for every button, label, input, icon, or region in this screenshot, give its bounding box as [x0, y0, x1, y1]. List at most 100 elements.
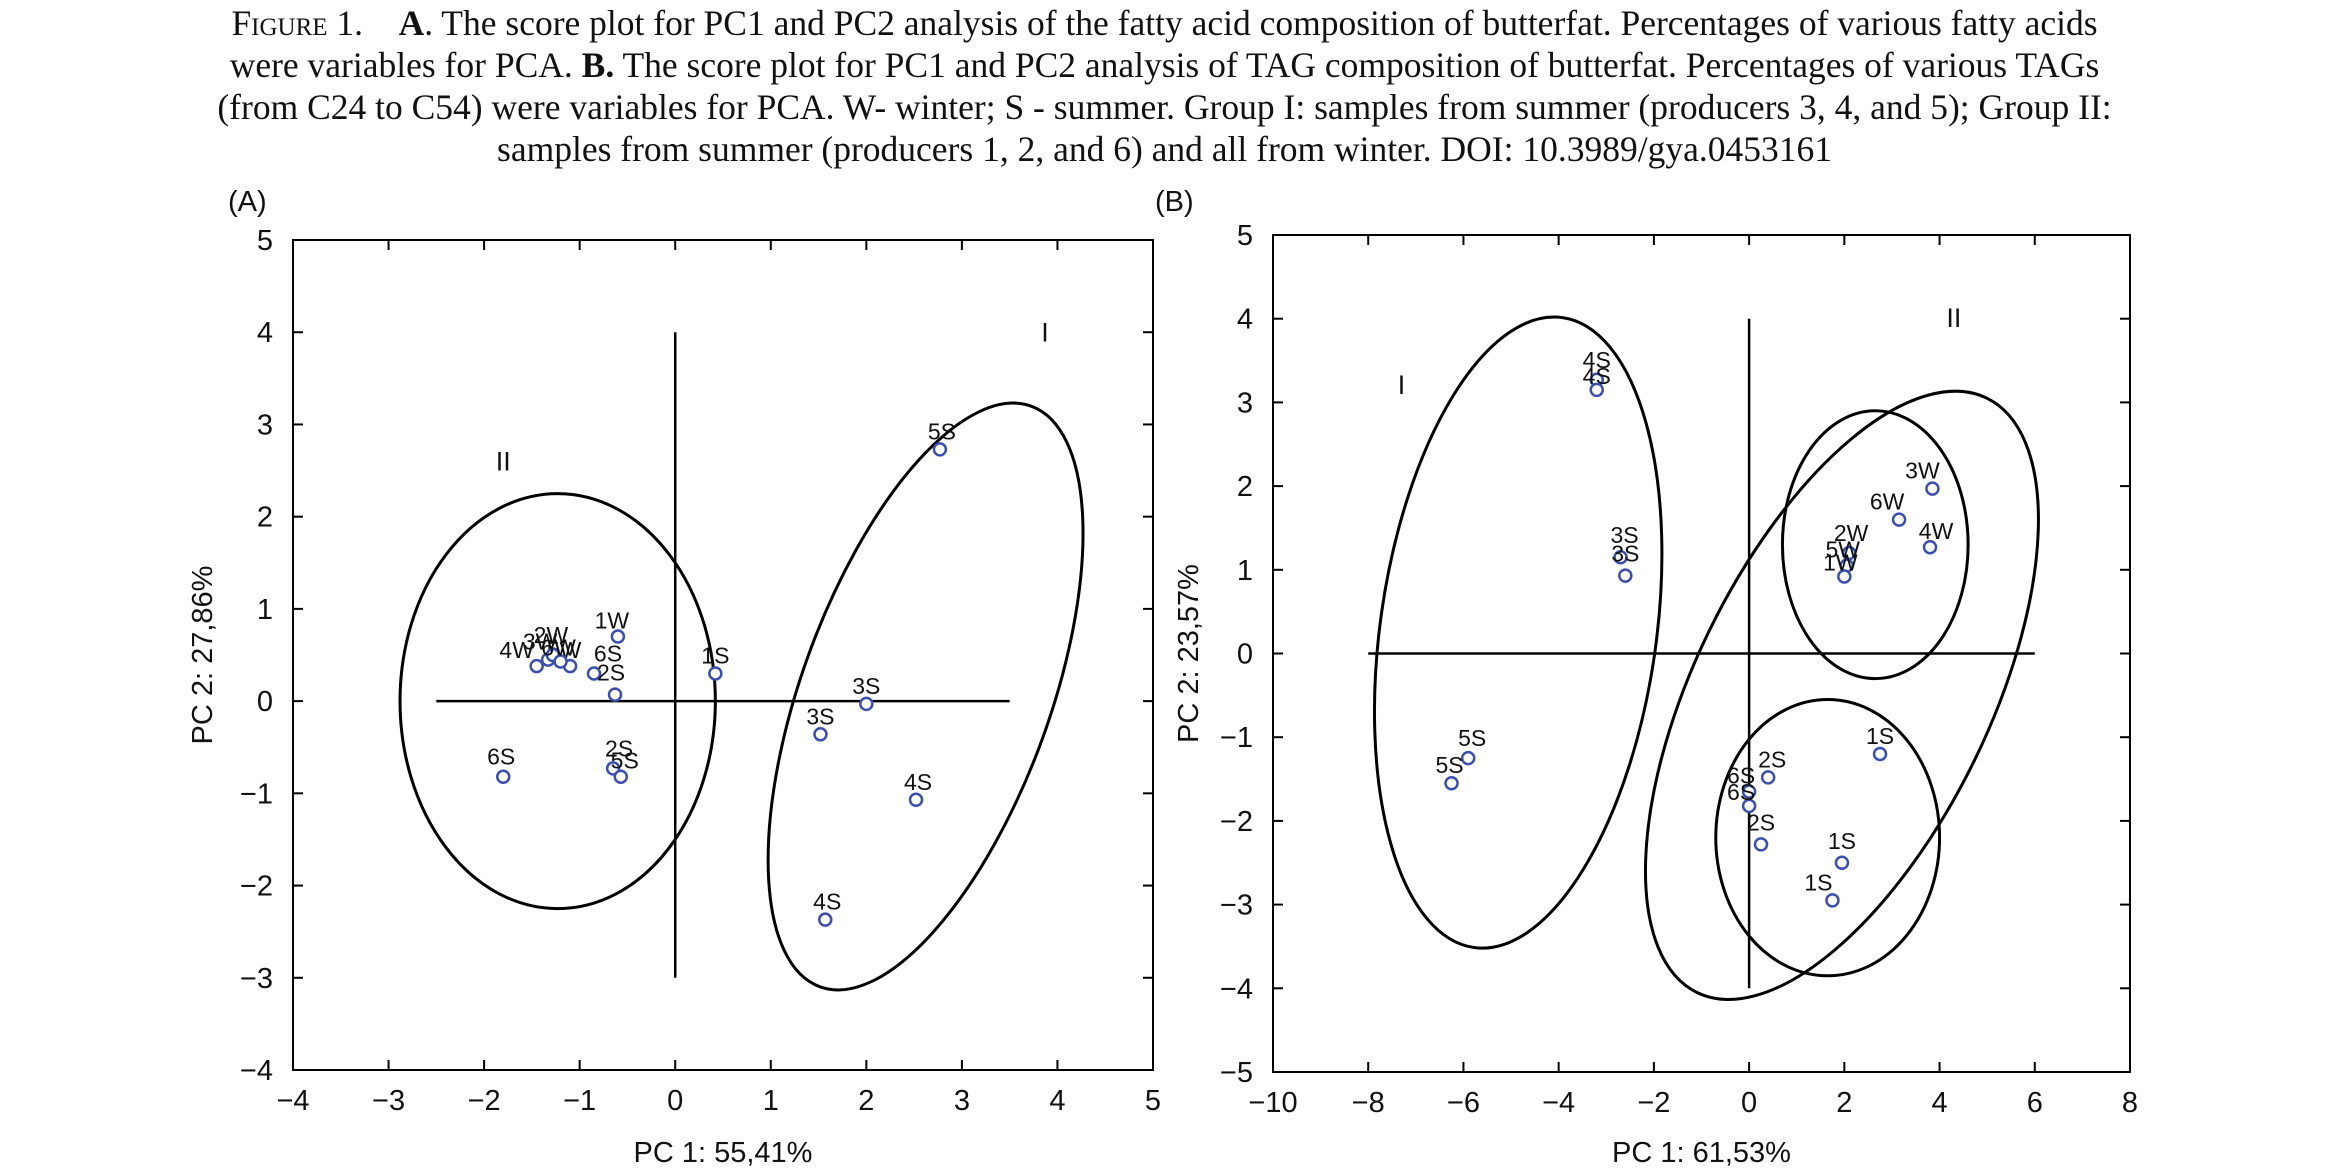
y-tick-label: −3 — [1220, 890, 1253, 922]
x-tick-label: −3 — [372, 1085, 405, 1117]
y-tick-label: 2 — [257, 502, 273, 534]
data-point — [1753, 837, 1769, 852]
y-tick-label: 0 — [1237, 639, 1253, 671]
x-tick-label: −10 — [1248, 1087, 1297, 1119]
group-ellipse — [1643, 389, 2040, 1001]
data-point-label: 2S — [597, 660, 625, 686]
data-point-label: 6S — [1727, 779, 1755, 805]
figure-caption: Figure 1. A. The score plot for PC1 and … — [0, 2, 2329, 170]
y-tick-label: −2 — [240, 871, 273, 903]
x-axis-title: PC 1: 61,53% — [1612, 1137, 1791, 1169]
chart-panel-b: −10 −8 −6 −4 −2 0 2 4 6 8−5−4−3−2−1012345III4S4S3… — [1155, 186, 2138, 1169]
data-point-label: 5S — [1435, 752, 1463, 778]
caption-line-2-rest: The score plot for PC1 and PC2 analysis … — [622, 45, 2100, 85]
x-axis-title: PC 1: 55,41% — [634, 1137, 813, 1169]
caption-panel-b-marker: B. — [581, 45, 615, 85]
data-point-label: 5S — [611, 748, 639, 774]
data-point-label: 6S — [594, 640, 622, 666]
data-point — [932, 442, 948, 457]
x-tick-label: 6 — [2027, 1087, 2043, 1119]
data-point — [908, 792, 924, 808]
data-point — [1872, 746, 1888, 762]
caption-line-4: samples from summer (producers 1, 2, and… — [497, 129, 1832, 169]
data-point — [607, 687, 623, 702]
x-tick-label: 1 — [763, 1085, 779, 1117]
data-point-label: 2S — [605, 735, 633, 761]
data-point — [1613, 549, 1628, 565]
data-point — [1741, 784, 1757, 799]
y-tick-label: 3 — [257, 409, 273, 441]
x-tick-label: −6 — [1447, 1087, 1480, 1119]
y-tick-label: 2 — [1237, 471, 1253, 503]
data-point — [1444, 775, 1459, 791]
data-point-label: 1S — [1828, 828, 1856, 854]
group-ellipse — [766, 401, 1085, 992]
data-point-label: 1W — [595, 608, 630, 634]
group-label: II — [496, 447, 511, 477]
y-tick-label: −1 — [1220, 722, 1253, 754]
data-point — [1460, 750, 1476, 766]
x-tick-label: −4 — [1542, 1087, 1575, 1119]
x-tick-label: 2 — [1836, 1087, 1852, 1119]
y-tick-label: 4 — [257, 317, 273, 349]
group-ellipse — [1780, 409, 1970, 681]
data-point — [613, 769, 629, 784]
data-point-label: 5S — [1458, 725, 1486, 751]
data-point — [610, 629, 626, 644]
y-axis-title: PC 2: 27,86% — [187, 566, 219, 745]
data-point-label: 3S — [1611, 541, 1639, 567]
data-point-label: 2S — [1747, 809, 1775, 835]
x-tick-label: 2 — [858, 1085, 874, 1117]
data-point — [1925, 481, 1940, 496]
data-point — [813, 727, 828, 742]
data-point-label: 4S — [1583, 347, 1611, 373]
data-point — [1891, 512, 1907, 527]
group-ellipse — [1372, 315, 1664, 950]
data-point-label: 6W — [1870, 489, 1905, 515]
data-point-label: 3S — [1610, 522, 1638, 548]
caption-line-1: Figure 1. A. The score plot for PC1 and … — [0, 2, 2329, 44]
y-tick-label: −3 — [240, 963, 273, 995]
data-point-label: 4S — [904, 769, 932, 795]
x-tick-label: −8 — [1352, 1087, 1385, 1119]
data-point — [817, 912, 833, 927]
y-tick-label: 4 — [1237, 304, 1253, 336]
data-point-label: 6S — [1727, 763, 1755, 789]
panel-label: (B) — [1155, 186, 1194, 218]
y-tick-label: −4 — [1220, 973, 1253, 1005]
group-label: II — [1946, 303, 1961, 333]
data-point-label: 2W — [1834, 520, 1869, 546]
y-tick-label: 5 — [1237, 220, 1253, 252]
x-tick-label: 3 — [954, 1085, 970, 1117]
x-tick-label: 0 — [667, 1085, 683, 1117]
x-tick-label: −4 — [276, 1085, 309, 1117]
group-label: I — [1398, 370, 1406, 400]
data-point — [859, 696, 874, 712]
data-point-label: 3S — [806, 703, 834, 729]
group-label: I — [1041, 317, 1049, 347]
data-point-label: 6W — [541, 634, 576, 660]
y-tick-label: −4 — [240, 1055, 273, 1087]
caption-panel-a-marker: A — [398, 3, 425, 43]
x-tick-label: 4 — [1931, 1087, 1947, 1119]
caption-line-2: were variables for PCA. B. The score plo… — [0, 44, 2329, 86]
data-point — [553, 654, 568, 669]
data-point — [1760, 770, 1776, 785]
data-point-label: 3S — [852, 673, 880, 699]
x-tick-label: −1 — [563, 1085, 596, 1117]
plot-frame — [292, 239, 1154, 1071]
data-point — [1834, 855, 1850, 870]
y-tick-label: 5 — [257, 225, 273, 257]
data-point — [529, 658, 544, 674]
y-tick-label: 3 — [1237, 387, 1253, 419]
x-tick-label: −2 — [1637, 1087, 1670, 1119]
data-point-label: 4W — [499, 637, 534, 663]
data-point — [708, 666, 723, 681]
data-point-label: 1W — [1823, 549, 1858, 575]
data-point-label: 1S — [1866, 723, 1894, 749]
data-point-label: 1S — [701, 642, 729, 668]
data-point-label: 5W — [1825, 537, 1860, 563]
y-tick-label: −5 — [1220, 1057, 1253, 1089]
x-tick-label: 5 — [1145, 1085, 1161, 1117]
